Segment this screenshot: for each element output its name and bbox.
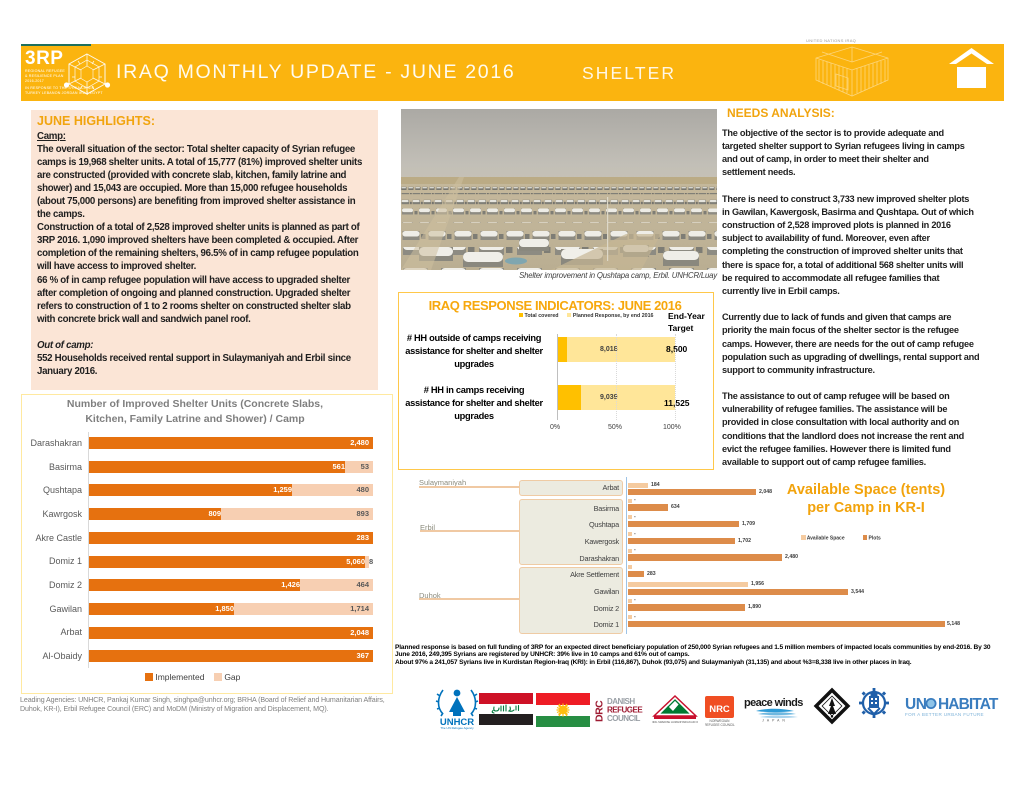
svg-text:NRC: NRC: [709, 704, 730, 715]
svg-text:peace winds: peace winds: [744, 697, 803, 709]
svg-text:UNHCR: UNHCR: [440, 717, 474, 728]
svg-text:QANDIL SWEDISH HUMANITARIAN AI: QANDIL SWEDISH HUMANITARIAN AID ORG: [652, 720, 698, 724]
svg-text:REFUGEE COUNCIL: REFUGEE COUNCIL: [705, 723, 735, 727]
svg-text:NORWEGIAN: NORWEGIAN: [710, 719, 731, 723]
svg-text:FOR A BETTER URBAN FUTURE: FOR A BETTER URBAN FUTURE: [905, 712, 984, 717]
svg-text:HABITAT: HABITAT: [938, 696, 999, 713]
svg-text:UN: UN: [905, 696, 927, 713]
svg-text:JAPAN: JAPAN: [762, 719, 788, 723]
svg-text:DRC: DRC: [594, 700, 606, 722]
svg-text:REFUGEE: REFUGEE: [607, 706, 643, 715]
svg-text:The UN Refugee Agency: The UN Refugee Agency: [440, 726, 474, 730]
svg-text:DANISH: DANISH: [607, 697, 635, 706]
svg-text:COUNCIL: COUNCIL: [607, 714, 641, 722]
